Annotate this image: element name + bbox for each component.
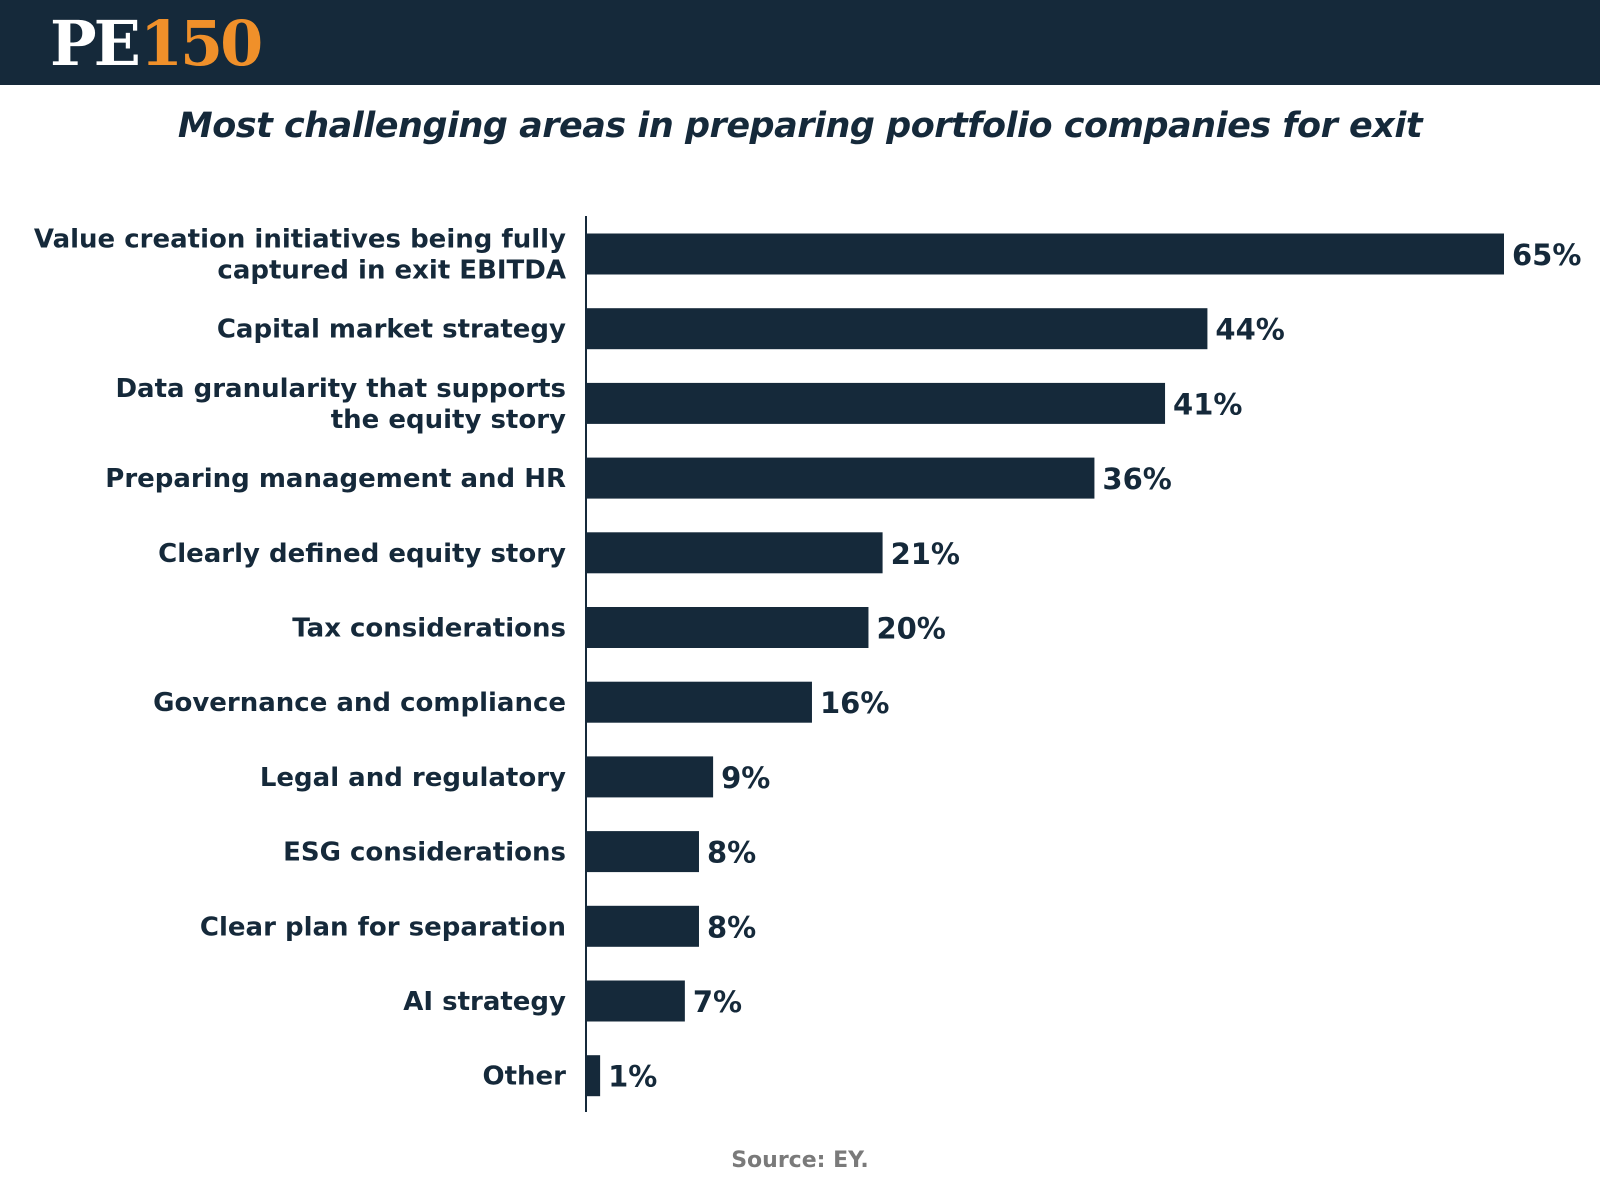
bar-10 xyxy=(586,980,685,1022)
value-label-11: 1% xyxy=(608,1060,657,1094)
category-label-7: Legal and regulatory xyxy=(260,763,566,793)
source-note: Source: EY. xyxy=(731,1148,869,1173)
value-label-2: 41% xyxy=(1173,387,1242,421)
value-label-5: 20% xyxy=(876,612,945,646)
bar-6 xyxy=(586,681,812,723)
value-label-0: 65% xyxy=(1512,238,1581,272)
category-label-0-line-1: captured in exit EBITDA xyxy=(217,256,566,286)
bar-11 xyxy=(586,1055,601,1097)
value-label-8: 8% xyxy=(707,836,756,870)
category-label-3: Preparing management and HR xyxy=(105,464,566,494)
logo-number-text: 150 xyxy=(139,7,263,80)
category-label-0-line-0: Value creation initiatives being fully xyxy=(34,225,566,255)
bar-9 xyxy=(586,905,699,947)
category-label-2-line-0: Data granularity that supports xyxy=(115,374,566,404)
category-label-10: AI strategy xyxy=(403,987,566,1017)
logo-pe-text: PE xyxy=(50,7,141,80)
bar-2 xyxy=(586,382,1166,424)
value-label-10: 7% xyxy=(693,985,742,1019)
category-label-1: Capital market strategy xyxy=(217,315,566,345)
value-label-9: 8% xyxy=(707,910,756,944)
category-label-9: Clear plan for separation xyxy=(200,912,566,942)
category-label-8: ESG considerations xyxy=(283,838,566,868)
bar-8 xyxy=(586,831,699,873)
category-label-11: Other xyxy=(483,1062,567,1092)
bar-chart: 65% Value creation initiatives being full… xyxy=(34,216,1581,1112)
category-label-5: Tax considerations xyxy=(292,614,566,644)
category-label-2-line-1: the equity story xyxy=(331,405,566,435)
bar-5 xyxy=(586,607,869,648)
bar-4 xyxy=(586,532,883,574)
value-label-4: 21% xyxy=(891,537,960,571)
value-label-7: 9% xyxy=(721,761,770,795)
category-label-4: Clearly defined equity story xyxy=(158,539,566,569)
bar-0 xyxy=(586,233,1504,275)
value-label-6: 16% xyxy=(820,686,889,720)
bar-3 xyxy=(586,457,1095,499)
value-label-3: 36% xyxy=(1102,462,1171,496)
pe150-logo: PE150 xyxy=(50,7,263,80)
value-label-1: 44% xyxy=(1215,313,1284,347)
category-label-6: Governance and compliance xyxy=(153,688,566,718)
chart-title: Most challenging areas in preparing port… xyxy=(177,106,1423,146)
bar-7 xyxy=(586,756,714,798)
bar-1 xyxy=(586,308,1208,350)
header-band: PE150 xyxy=(0,0,1600,85)
